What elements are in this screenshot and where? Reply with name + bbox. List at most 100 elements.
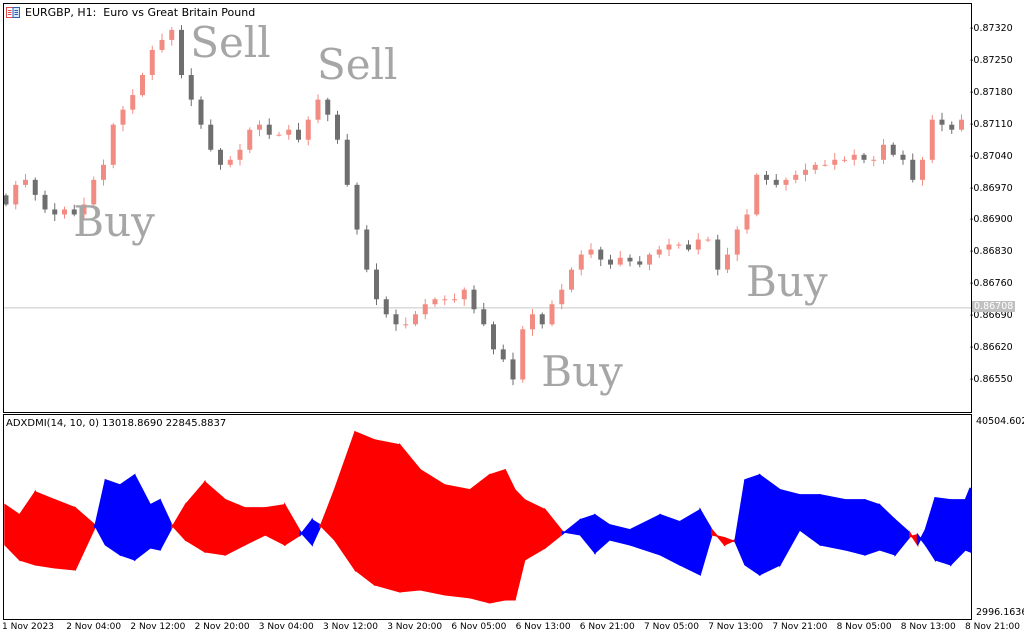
candle-body bbox=[929, 119, 935, 160]
time-tick-label: 3 Nov 20:00 bbox=[387, 622, 443, 632]
candle bbox=[773, 174, 779, 188]
candle bbox=[335, 110, 340, 144]
candle bbox=[939, 112, 945, 132]
candle-body bbox=[71, 209, 77, 215]
candle bbox=[559, 283, 565, 310]
candle bbox=[949, 121, 955, 134]
candle bbox=[276, 131, 282, 137]
candle bbox=[666, 238, 672, 257]
candle-body bbox=[179, 29, 184, 76]
candle-body bbox=[588, 249, 594, 255]
indicator-segment-blue bbox=[119, 473, 136, 561]
candle-body bbox=[276, 134, 282, 136]
price-tick-label: -0.86620 bbox=[970, 342, 1013, 353]
candle bbox=[208, 119, 214, 152]
time-tick-label: 6 Nov 05:00 bbox=[451, 622, 507, 632]
candle-body bbox=[842, 159, 847, 161]
indicator-segment-red bbox=[514, 488, 526, 600]
candle bbox=[549, 300, 555, 327]
adxdmi-indicator-chart bbox=[4, 430, 971, 604]
candle bbox=[734, 226, 740, 262]
candle-body bbox=[257, 124, 262, 130]
candle bbox=[929, 114, 935, 164]
candle bbox=[91, 176, 97, 208]
indicator-segment-blue bbox=[629, 513, 661, 556]
candle-body bbox=[725, 254, 730, 270]
indicator-segment-blue bbox=[934, 497, 952, 566]
candle bbox=[247, 127, 253, 154]
candle bbox=[315, 94, 321, 124]
candle bbox=[305, 116, 311, 146]
candle bbox=[393, 309, 399, 331]
indicator-segment-blue bbox=[779, 488, 801, 568]
candle bbox=[910, 153, 916, 183]
candle-body bbox=[13, 184, 19, 205]
candle-body bbox=[920, 159, 925, 180]
time-tick-label: 1 Nov 2023 bbox=[2, 622, 54, 632]
candle-body bbox=[364, 229, 370, 270]
candle bbox=[110, 122, 116, 169]
candle bbox=[510, 352, 516, 386]
indicator-segment-red bbox=[504, 469, 516, 601]
candle bbox=[149, 45, 155, 80]
candle-body bbox=[32, 179, 38, 195]
candle-body bbox=[959, 119, 964, 130]
indicator-axis-min: 2996.1636 bbox=[976, 607, 1024, 618]
candle-body bbox=[159, 39, 165, 50]
candle-body bbox=[812, 164, 818, 170]
price-tick-label: -0.86690 bbox=[970, 310, 1013, 322]
indicator-pane[interactable] bbox=[3, 414, 972, 620]
candle bbox=[861, 152, 867, 164]
indicator-segment-red bbox=[74, 506, 96, 571]
indicator-segment-red bbox=[284, 502, 302, 547]
candle bbox=[744, 209, 750, 234]
current-price-tag: 0.86708 bbox=[972, 300, 1016, 312]
candle bbox=[422, 298, 428, 320]
indicator-segment-red bbox=[488, 468, 506, 604]
candle-body bbox=[627, 257, 633, 262]
candle bbox=[764, 171, 769, 185]
candle bbox=[676, 242, 682, 249]
price-tick-label: -0.86970 bbox=[970, 182, 1013, 194]
candle-body bbox=[227, 159, 233, 165]
candle bbox=[890, 142, 896, 157]
time-tick-label: 7 Nov 21:00 bbox=[772, 622, 828, 632]
candle bbox=[686, 240, 691, 252]
indicator-segment-red bbox=[4, 503, 21, 562]
candle bbox=[442, 295, 448, 305]
candle bbox=[218, 147, 223, 170]
candle-body bbox=[62, 209, 67, 215]
candle bbox=[23, 174, 28, 188]
price-chart-pane[interactable] bbox=[3, 3, 972, 413]
candle-body bbox=[715, 239, 721, 270]
candle bbox=[725, 247, 730, 274]
signal-label-sell: Sell bbox=[317, 40, 398, 89]
time-tick-label: 8 Nov 21:00 bbox=[965, 622, 1020, 632]
candle bbox=[481, 302, 487, 327]
candle-body bbox=[442, 299, 448, 301]
candle bbox=[959, 114, 964, 132]
candle bbox=[812, 161, 818, 174]
indicator-segment-red bbox=[184, 479, 206, 554]
candle bbox=[881, 138, 886, 164]
candle-body bbox=[208, 124, 214, 150]
indicator-segment-blue bbox=[561, 518, 581, 536]
time-tick-label: 3 Nov 12:00 bbox=[323, 622, 378, 632]
candle-body bbox=[403, 324, 409, 326]
indicator-segment-red bbox=[244, 507, 267, 546]
indicator-segment-blue bbox=[594, 513, 611, 555]
candle-body bbox=[422, 304, 428, 315]
candle-body bbox=[432, 299, 438, 305]
indicator-segment-blue bbox=[819, 493, 847, 551]
indicator-segment-red bbox=[723, 536, 737, 546]
signal-label-buy: Buy bbox=[73, 197, 155, 246]
indicator-segment-blue bbox=[916, 529, 927, 547]
candle-body bbox=[140, 75, 145, 96]
candle-body bbox=[188, 75, 194, 100]
indicator-segment-blue bbox=[878, 503, 896, 556]
candle-body bbox=[315, 99, 321, 120]
price-tick-label: -0.86760 bbox=[970, 278, 1013, 290]
candle-body bbox=[237, 149, 243, 160]
candle-body bbox=[598, 249, 604, 260]
candle-body bbox=[218, 149, 223, 165]
